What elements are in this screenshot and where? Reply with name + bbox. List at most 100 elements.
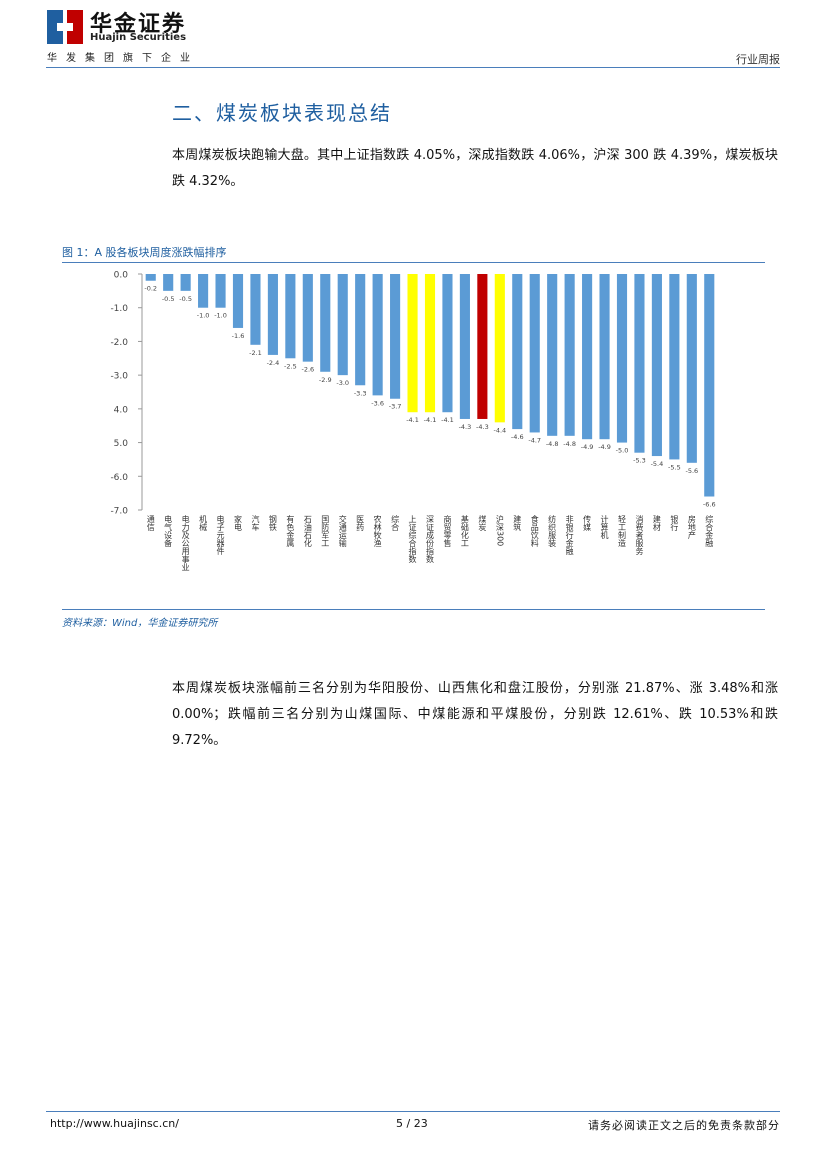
x-category-label: 综合金融 [705, 514, 714, 548]
bar-value-label: -6.6 [703, 501, 716, 509]
bar-value-label: -2.9 [319, 376, 332, 384]
chart-canvas: 0.0 -1.0 -2.0 -3.0 4.0 5.0 -6.0 -7.0 -0.2 通信 -0.5 电… [110, 271, 716, 572]
bar-13 [355, 274, 366, 386]
x-category-label: 深证成份指数 [426, 515, 435, 564]
figure-source: 资料来源：Wind，华金证券研究所 [62, 618, 218, 629]
header-divider [46, 67, 780, 68]
page-number: 5 / 23 [396, 1117, 428, 1130]
x-category-label: 传媒 [583, 514, 592, 532]
bar-value-label: -5.5 [668, 463, 681, 471]
y-tick-label: 0.0 [114, 271, 129, 281]
bar-25 [564, 274, 575, 436]
y-tick-label: 5.0 [114, 439, 129, 449]
x-category-label: 电子元器件 [216, 514, 225, 556]
x-category-label: 消费者服务 [635, 514, 644, 556]
bar-6 [232, 274, 244, 328]
summary-paragraph: 本周煤炭板块跑输大盘。其中上证指数跌 4.05%，深成指数跌 4.06%，沪深 … [172, 148, 778, 189]
bar-3 [180, 274, 191, 291]
x-category-label: 沪深300 [495, 514, 504, 546]
y-tick-label: 4.0 [114, 405, 129, 415]
bar-value-label: -4.1 [441, 416, 454, 424]
bar-1 [145, 274, 156, 281]
x-category-label: 农林牧渔 [373, 514, 382, 547]
y-tick-label: -6.0 [110, 473, 128, 483]
bar-value-label: -1.6 [232, 332, 245, 340]
bar-value-label: -4.1 [406, 416, 419, 424]
bar-value-label: -4.3 [459, 423, 472, 431]
x-category-label: 纺织服装 [548, 514, 557, 548]
bar-value-label: -4.9 [581, 443, 594, 451]
bar-value-label: -2.5 [284, 362, 297, 370]
x-category-label: 国防军工 [321, 515, 330, 547]
brand-english-name: Huajin Securities [90, 32, 187, 43]
bar-21 [494, 274, 505, 423]
x-category-label: 电力及公用事业 [181, 514, 190, 571]
bar-14 [372, 274, 383, 396]
bar-value-label: -0.5 [179, 295, 192, 303]
y-tick-label: -3.0 [110, 372, 128, 382]
bar-value-label: -4.8 [563, 440, 576, 448]
bar-value-label: -0.2 [144, 285, 157, 293]
x-category-label: 煤炭 [478, 514, 487, 532]
x-category-label: 上证综合指数 [408, 515, 417, 564]
brand-name: 华金证券 [90, 12, 187, 37]
bar-value-label: -0.5 [162, 295, 175, 303]
bar-value-label: -2.1 [249, 349, 262, 357]
bar-28 [616, 274, 628, 443]
bar-value-label: -4.3 [476, 423, 489, 431]
x-category-label: 银行 [670, 514, 679, 532]
footer-divider [46, 1111, 780, 1112]
x-category-label: 商贸零售 [443, 514, 452, 548]
x-category-label: 医药 [356, 515, 365, 532]
y-tick-label: -1.0 [110, 304, 128, 314]
bar-value-label: -2.4 [267, 359, 280, 367]
x-category-label: 计算机 [600, 514, 609, 540]
x-category-label: 综合 [391, 514, 400, 532]
bar-2 [163, 274, 174, 291]
bar-5 [215, 274, 226, 308]
footer-website-link[interactable]: http://www.huajinsc.cn/ [50, 1117, 179, 1130]
bar-22 [512, 274, 523, 430]
bar-value-label: -3.0 [336, 379, 349, 387]
ranking-paragraph: 本周煤炭板块涨幅前三名分别为华阳股份、山西焦化和盘江股份，分别涨 21.87%、… [172, 681, 778, 748]
bar-19 [459, 274, 470, 419]
bar-4 [198, 274, 209, 308]
bar-value-label: -3.3 [354, 389, 367, 397]
x-category-label: 交通运输 [338, 514, 347, 548]
bar-value-label: -5.0 [616, 447, 629, 455]
bar-11 [320, 274, 331, 372]
bar-value-label: -1.0 [214, 312, 227, 320]
bar-12 [337, 274, 348, 376]
bar-value-label: -3.6 [371, 399, 384, 407]
x-category-label: 有色金属 [286, 514, 295, 548]
bar-31 [669, 274, 680, 460]
report-type: 行业周报 [736, 53, 780, 66]
x-category-label: 基础化工 [460, 514, 469, 547]
group-tagline: 华发集团旗下企业 [47, 53, 199, 64]
x-category-label: 建材 [652, 514, 661, 531]
x-category-label: 房地产 [687, 514, 696, 540]
bar-value-label: -5.4 [651, 460, 664, 468]
x-category-label: 汽车 [251, 514, 260, 532]
x-category-label: 石油石化 [303, 515, 312, 548]
bar-value-label: -4.4 [493, 426, 506, 434]
bar-32 [686, 274, 697, 463]
bar-value-label: -4.8 [546, 440, 559, 448]
bar-23 [529, 274, 540, 433]
footer-disclaimer: 请务必阅读正文之后的免责条款部分 [588, 1119, 780, 1132]
x-category-label: 电气设备 [164, 514, 173, 548]
figure-top-divider [62, 262, 765, 263]
x-category-label: 机械 [199, 514, 208, 532]
bar-value-label: -1.0 [197, 312, 210, 320]
bar-8 [267, 274, 278, 355]
bar-value-label: -5.3 [633, 457, 646, 465]
bar-29 [634, 274, 645, 453]
bar-9 [285, 274, 296, 359]
x-category-label: 食品饮料 [530, 514, 539, 548]
x-category-label: 家电 [234, 514, 243, 531]
bar-20 [477, 274, 488, 419]
bar-value-label: -4.1 [424, 416, 437, 424]
bar-value-label: -3.7 [389, 403, 402, 411]
bar-value-label: -5.6 [685, 467, 698, 475]
y-tick-label: -7.0 [110, 507, 128, 517]
